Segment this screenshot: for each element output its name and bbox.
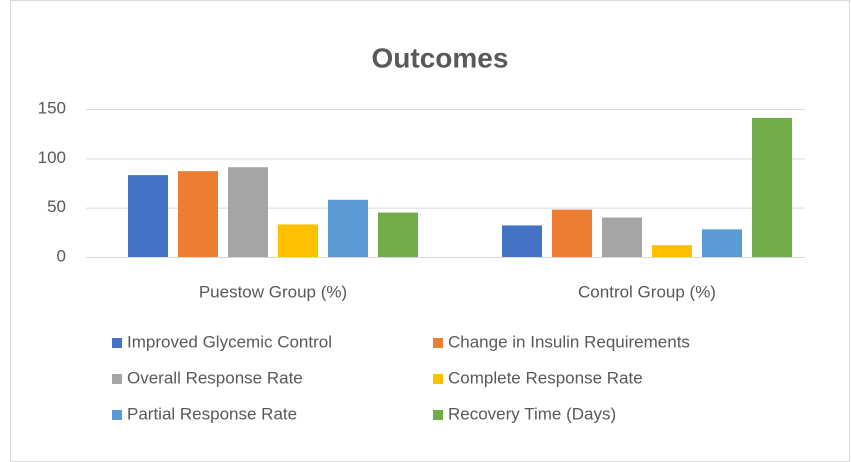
bar	[128, 175, 168, 257]
legend-swatch	[112, 374, 122, 384]
legend-swatch	[433, 338, 443, 348]
bar	[652, 245, 692, 257]
legend-label: Improved Glycemic Control	[127, 332, 332, 351]
bar	[552, 209, 592, 257]
y-tick-label: 0	[57, 246, 66, 265]
x-tick-label: Control Group (%)	[578, 282, 716, 301]
bar	[278, 224, 318, 257]
legend-label: Complete Response Rate	[448, 368, 643, 387]
legend-label: Overall Response Rate	[127, 368, 303, 387]
bar	[178, 171, 218, 257]
bar	[502, 225, 542, 257]
y-tick-label: 50	[47, 197, 66, 216]
legend-label: Partial Response Rate	[127, 404, 297, 423]
y-tick-label: 150	[38, 98, 66, 117]
legend-label: Recovery Time (Days)	[448, 404, 616, 423]
bar	[228, 167, 268, 257]
bar	[702, 229, 742, 257]
chart-title: Outcomes	[372, 42, 509, 73]
bar	[328, 199, 368, 257]
legend-swatch	[433, 410, 443, 420]
legend-swatch	[112, 338, 122, 348]
legend-label: Change in Insulin Requirements	[448, 332, 690, 351]
x-tick-label: Puestow Group (%)	[199, 282, 347, 301]
legend-swatch	[112, 410, 122, 420]
legend-swatch	[433, 374, 443, 384]
y-tick-label: 100	[38, 148, 66, 167]
bar	[602, 217, 642, 257]
bar	[378, 212, 418, 257]
bar	[752, 117, 792, 257]
